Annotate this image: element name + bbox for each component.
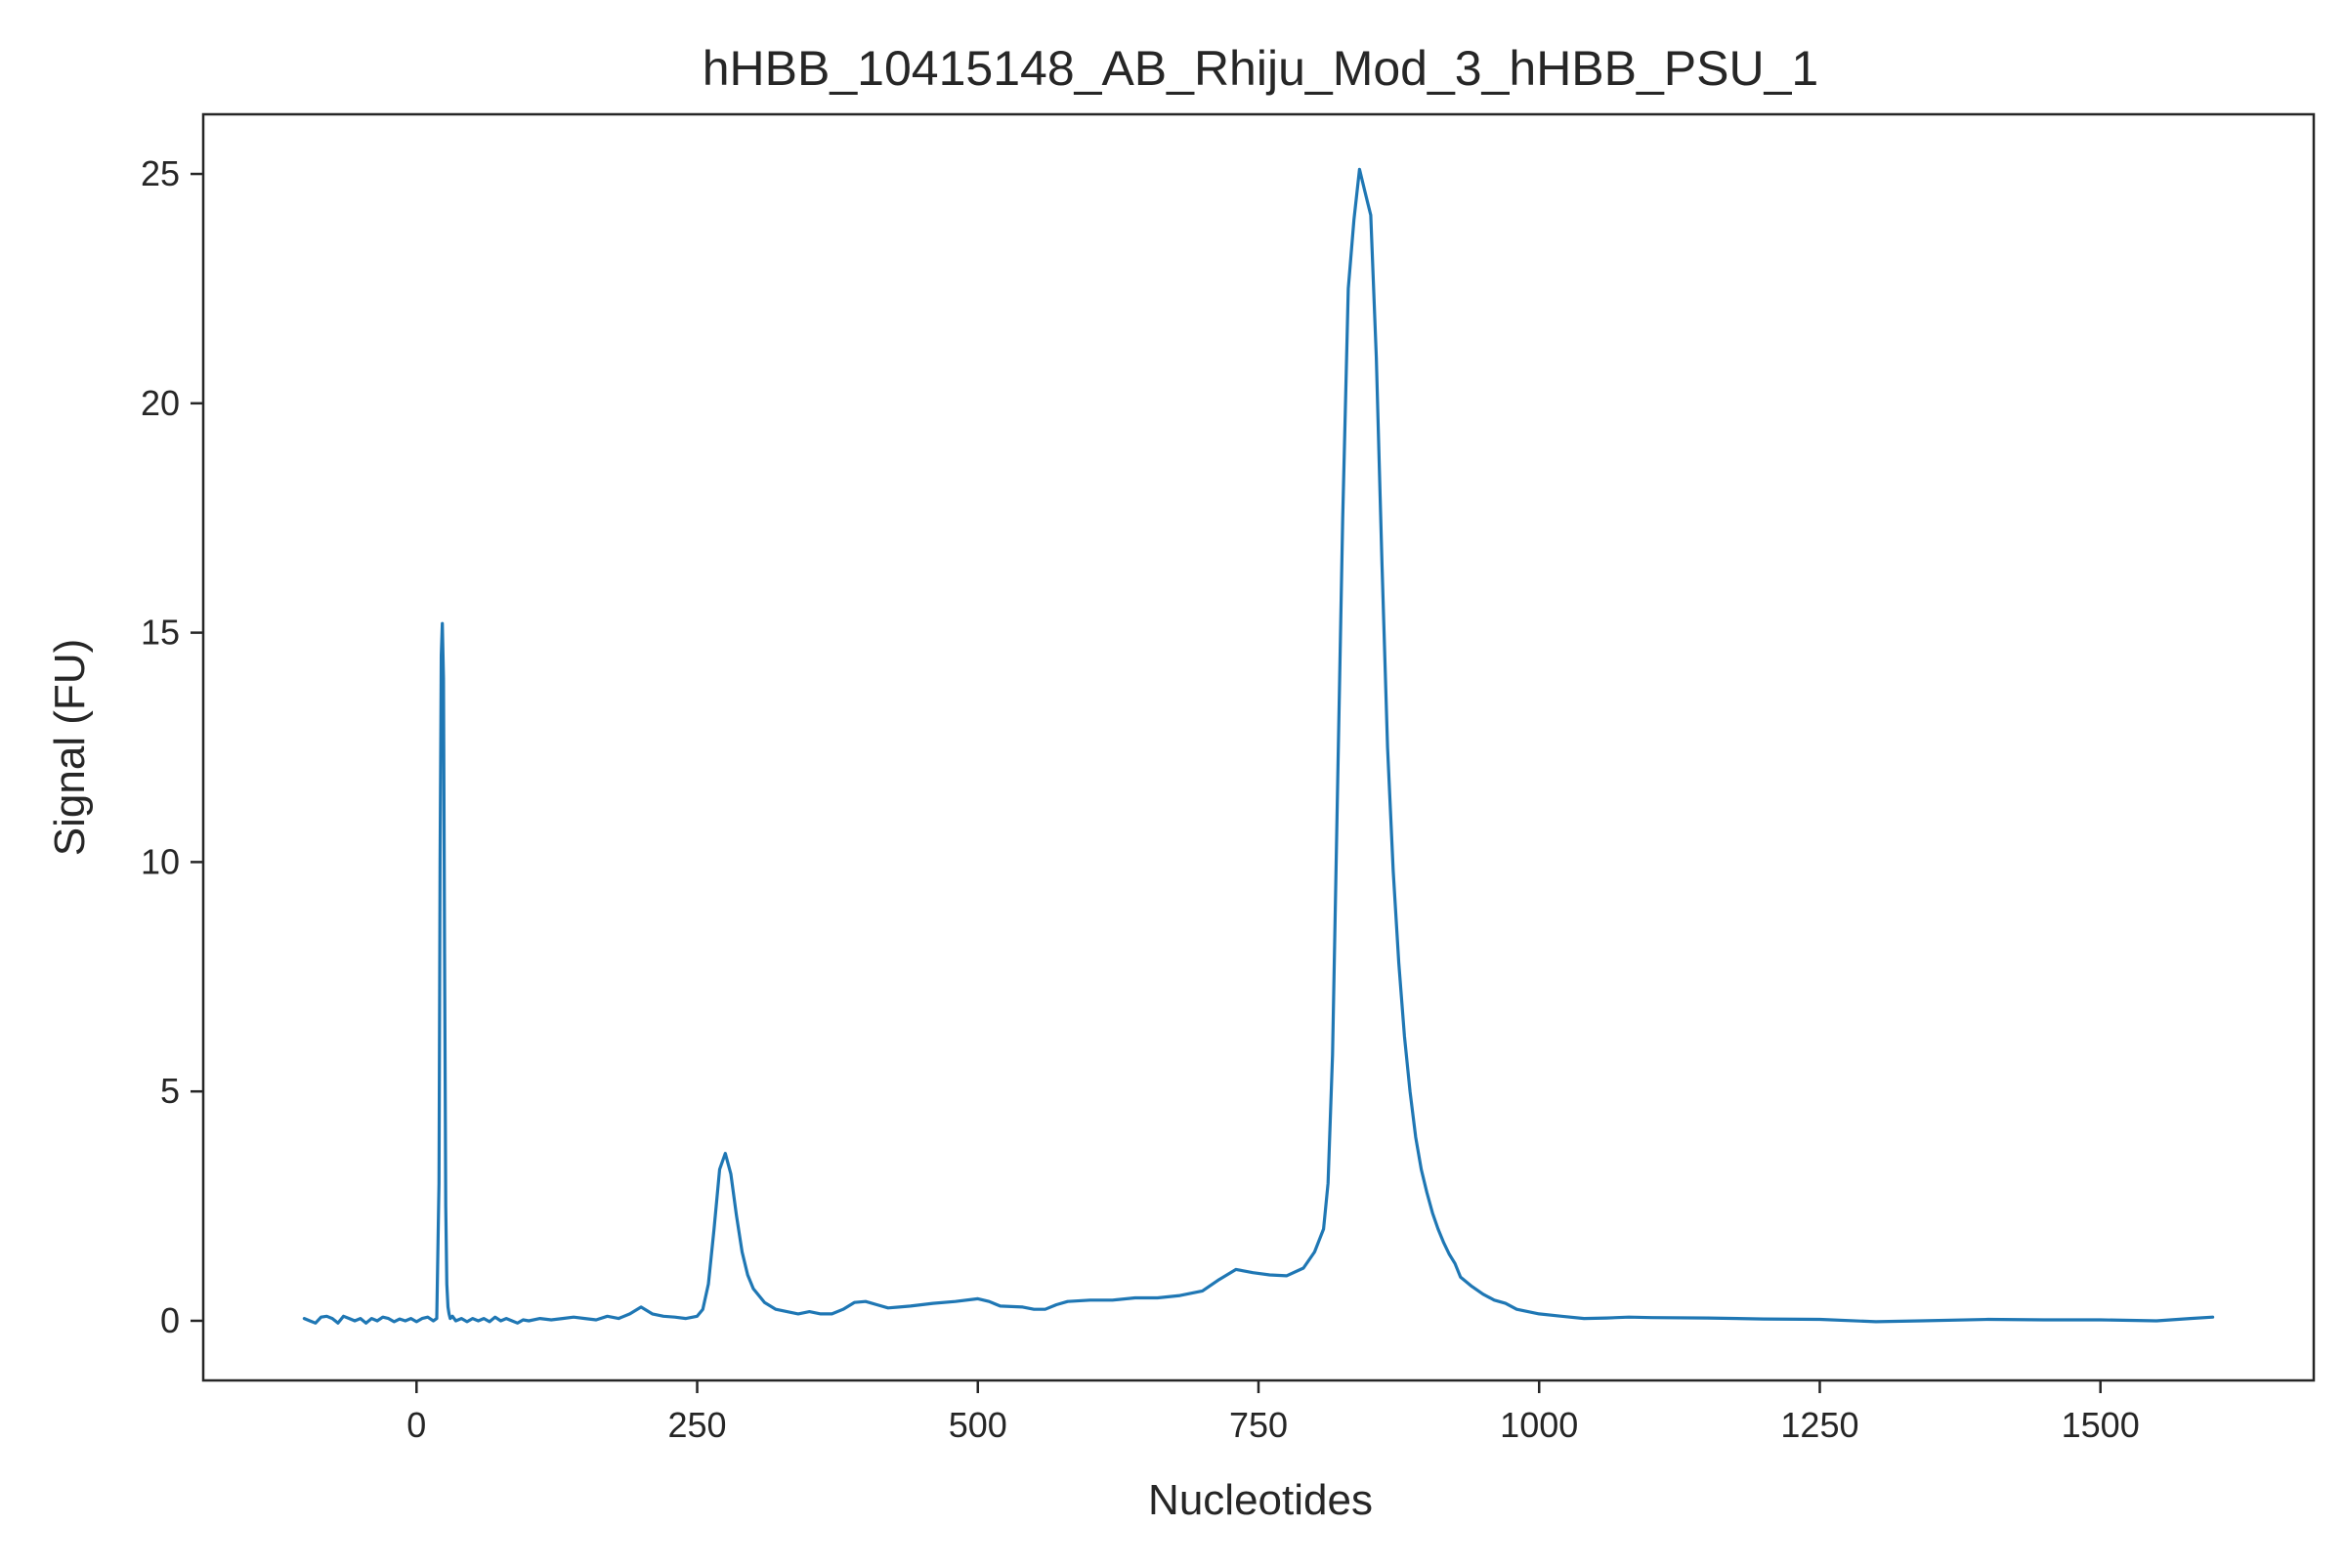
x-axis-ticks: 0 250 500 750 1000 1250 1500	[406, 1380, 2140, 1445]
x-tick-label: 1500	[2062, 1405, 2140, 1445]
y-tick-label: 10	[141, 841, 180, 881]
x-tick-label: 250	[667, 1405, 726, 1445]
y-axis-label: Signal (FU)	[46, 639, 94, 857]
x-tick-label: 1000	[1500, 1405, 1578, 1445]
y-tick-label: 0	[160, 1300, 180, 1340]
y-tick-label: 20	[141, 383, 180, 423]
x-tick-label: 1250	[1780, 1405, 1858, 1445]
signal-series-line	[302, 167, 2215, 1325]
x-tick-label: 500	[949, 1405, 1007, 1445]
plot-area-frame	[201, 112, 2316, 1382]
chart-title: hHBB_10415148_AB_Rhiju_Mod_3_hHBB_PSU_1	[703, 41, 1818, 96]
x-axis-label: Nucleotides	[1148, 1476, 1373, 1524]
y-tick-label: 15	[141, 613, 180, 653]
y-axis-ticks: 0 5 10 15 20 25	[141, 153, 203, 1340]
x-tick-label: 0	[406, 1405, 426, 1445]
y-tick-label: 25	[141, 153, 180, 193]
x-tick-label: 750	[1229, 1405, 1288, 1445]
y-tick-label: 5	[160, 1071, 180, 1111]
